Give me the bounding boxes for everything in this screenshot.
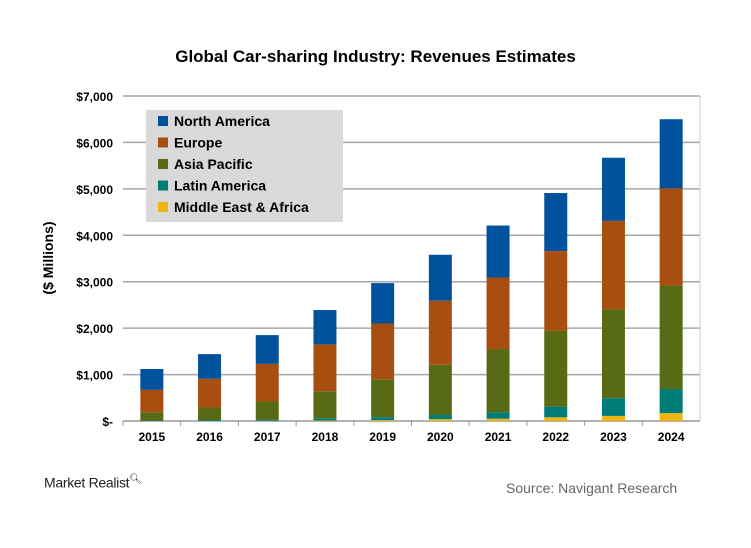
x-tick-label: 2016	[196, 430, 223, 444]
legend-label: North America	[174, 113, 270, 129]
bar-segment	[486, 418, 510, 421]
bar-segment	[601, 398, 625, 416]
bar-segment	[371, 420, 395, 421]
legend-box	[146, 110, 343, 222]
y-tick-label: $-	[102, 415, 113, 429]
x-tick-label: 2022	[542, 430, 569, 444]
bar-segment	[140, 412, 164, 421]
legend-swatch	[158, 116, 168, 126]
market-realist-logo: Market Realist🔍︎	[44, 474, 142, 491]
x-tick-label: 2017	[254, 430, 281, 444]
bar-segment	[313, 344, 337, 392]
bar-segment	[428, 300, 452, 365]
bar-segment	[371, 379, 395, 418]
bar-segment	[313, 418, 337, 421]
bar-segment	[198, 420, 222, 421]
legend-swatch	[158, 202, 168, 212]
bar-segment	[371, 323, 395, 380]
bar-segment	[313, 310, 337, 345]
bar-segment	[659, 119, 683, 189]
x-tick-label: 2015	[138, 430, 165, 444]
legend-swatch	[158, 180, 168, 191]
y-tick-label: $2,000	[76, 322, 113, 336]
logo-text: Market Realist	[44, 474, 130, 491]
bar-segment	[486, 277, 510, 350]
bar-segment	[255, 401, 279, 420]
bar-segment	[659, 388, 683, 414]
y-tick-label: $1,000	[76, 369, 113, 383]
bar-segment	[198, 378, 222, 408]
bar-segment	[255, 335, 279, 364]
bar-segment	[544, 251, 568, 331]
legend-label: Latin America	[174, 178, 266, 194]
bar-segment	[428, 419, 452, 421]
x-tick-label: 2018	[312, 430, 339, 444]
bar-segment	[601, 220, 625, 310]
x-tick-label: 2024	[658, 430, 685, 444]
legend-swatch	[158, 137, 168, 148]
bar-segment	[255, 419, 279, 421]
bar-segment	[601, 309, 625, 399]
bar-segment	[544, 330, 568, 407]
bar-segment	[428, 364, 452, 415]
y-tick-label: $7,000	[76, 90, 113, 104]
x-tick-label: 2023	[600, 430, 627, 444]
bar-segment	[371, 283, 395, 324]
legend-label: Europe	[174, 135, 222, 151]
magnifier-icon: 🔍︎	[129, 474, 142, 485]
bar-segment	[544, 406, 568, 418]
bar-segment	[255, 363, 279, 402]
bar-segment	[601, 157, 625, 221]
bar-segment	[198, 407, 222, 421]
bar-segment	[428, 254, 452, 301]
bar-segment	[659, 188, 683, 286]
legend-label: Middle East & Africa	[174, 199, 309, 215]
bar-segment	[601, 415, 625, 421]
bar-segment	[140, 369, 164, 390]
bar-segment	[544, 417, 568, 421]
x-tick-label: 2019	[369, 430, 396, 444]
bar-segment	[198, 354, 222, 379]
x-tick-label: 2021	[485, 430, 512, 444]
bar-segment	[544, 193, 568, 252]
source-note: Source: Navigant Research	[506, 480, 678, 496]
bar-segment	[486, 412, 510, 419]
legend-label: Asia Pacific	[174, 156, 253, 172]
legend-swatch	[158, 159, 168, 169]
bar-segment	[659, 285, 683, 389]
bar-segment	[659, 413, 683, 421]
bar-segment	[486, 349, 510, 413]
bar-segment	[486, 225, 510, 278]
y-tick-label: $6,000	[76, 136, 113, 150]
y-tick-label: $5,000	[76, 183, 113, 197]
chart-title: Global Car-sharing Industry: Revenues Es…	[175, 47, 576, 66]
bar-segment	[140, 389, 164, 413]
bar-segment	[428, 414, 452, 420]
y-tick-label: $3,000	[76, 276, 113, 290]
bar-segment	[313, 391, 337, 419]
bar-segment	[371, 417, 395, 421]
y-tick-label: $4,000	[76, 229, 113, 243]
x-tick-label: 2020	[427, 430, 454, 444]
